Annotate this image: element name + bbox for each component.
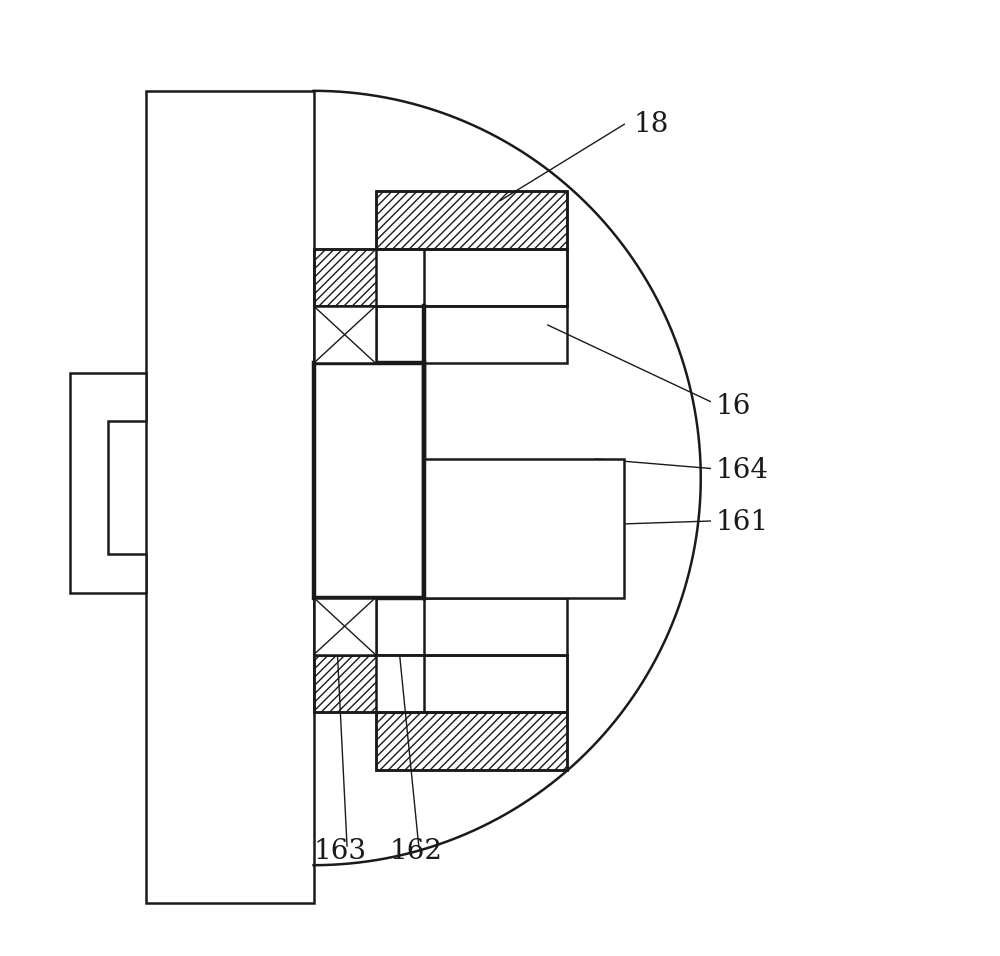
Bar [376,191,567,249]
Bar [376,712,567,770]
Bar [314,655,567,712]
Bar [376,712,567,770]
Text: 16: 16 [715,393,750,420]
Bar [314,363,424,598]
Bar [314,598,376,655]
Text: 18: 18 [634,111,669,138]
Bar [314,655,376,712]
Text: 164: 164 [715,457,768,484]
Bar [424,459,624,598]
Bar [314,249,376,306]
Polygon shape [376,249,567,363]
Text: 163: 163 [314,838,367,865]
Bar [314,306,376,363]
Bar [314,249,567,306]
Bar [376,191,567,249]
Bar [314,249,567,306]
Bar [376,191,567,249]
Bar [146,91,314,903]
Polygon shape [70,373,146,593]
Bar [314,306,376,363]
Bar [567,459,624,598]
Text: 161: 161 [715,510,768,536]
Text: 162: 162 [390,838,443,865]
Bar [314,655,567,712]
Bar [314,598,376,655]
Polygon shape [376,598,567,712]
Bar [376,712,567,770]
